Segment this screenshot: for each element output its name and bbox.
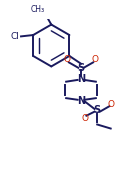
Text: S: S xyxy=(77,63,85,73)
Text: O: O xyxy=(91,55,98,64)
Text: O: O xyxy=(82,114,89,123)
Text: O: O xyxy=(64,55,71,64)
Text: Cl: Cl xyxy=(11,32,20,41)
Text: CH₃: CH₃ xyxy=(30,5,45,14)
Text: O: O xyxy=(107,100,114,109)
Text: N: N xyxy=(77,74,85,84)
Text: N: N xyxy=(77,96,85,106)
Text: S: S xyxy=(94,105,101,115)
